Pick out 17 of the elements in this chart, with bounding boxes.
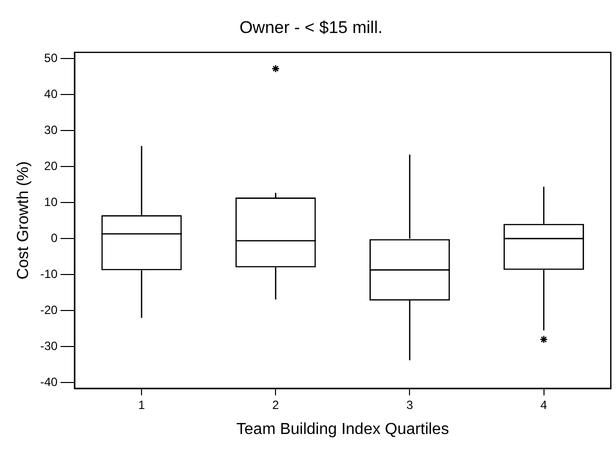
y-tick-label: -30 (40, 338, 58, 353)
y-tick-label: 20 (44, 158, 58, 173)
x-tick-label: 1 (138, 398, 146, 412)
y-tick-label: 40 (44, 86, 58, 101)
y-tick-label: 50 (44, 50, 58, 65)
y-tick-label: -10 (40, 266, 58, 281)
x-tick-label: 2 (272, 398, 280, 412)
y-tick-label: 0 (50, 230, 58, 245)
y-tick-label: 10 (44, 194, 58, 209)
y-tick-label: -40 (40, 374, 58, 389)
chart-title: Owner - < $15 mill. (239, 18, 383, 37)
y-tick-label: -20 (40, 302, 58, 317)
x-tick-label: 3 (406, 398, 414, 412)
y-axis-title: Cost Growth (%) (15, 161, 32, 280)
x-axis-title: Team Building Index Quartiles (236, 420, 449, 438)
x-tick-label: 4 (540, 398, 548, 412)
y-tick-label: 30 (44, 122, 58, 137)
